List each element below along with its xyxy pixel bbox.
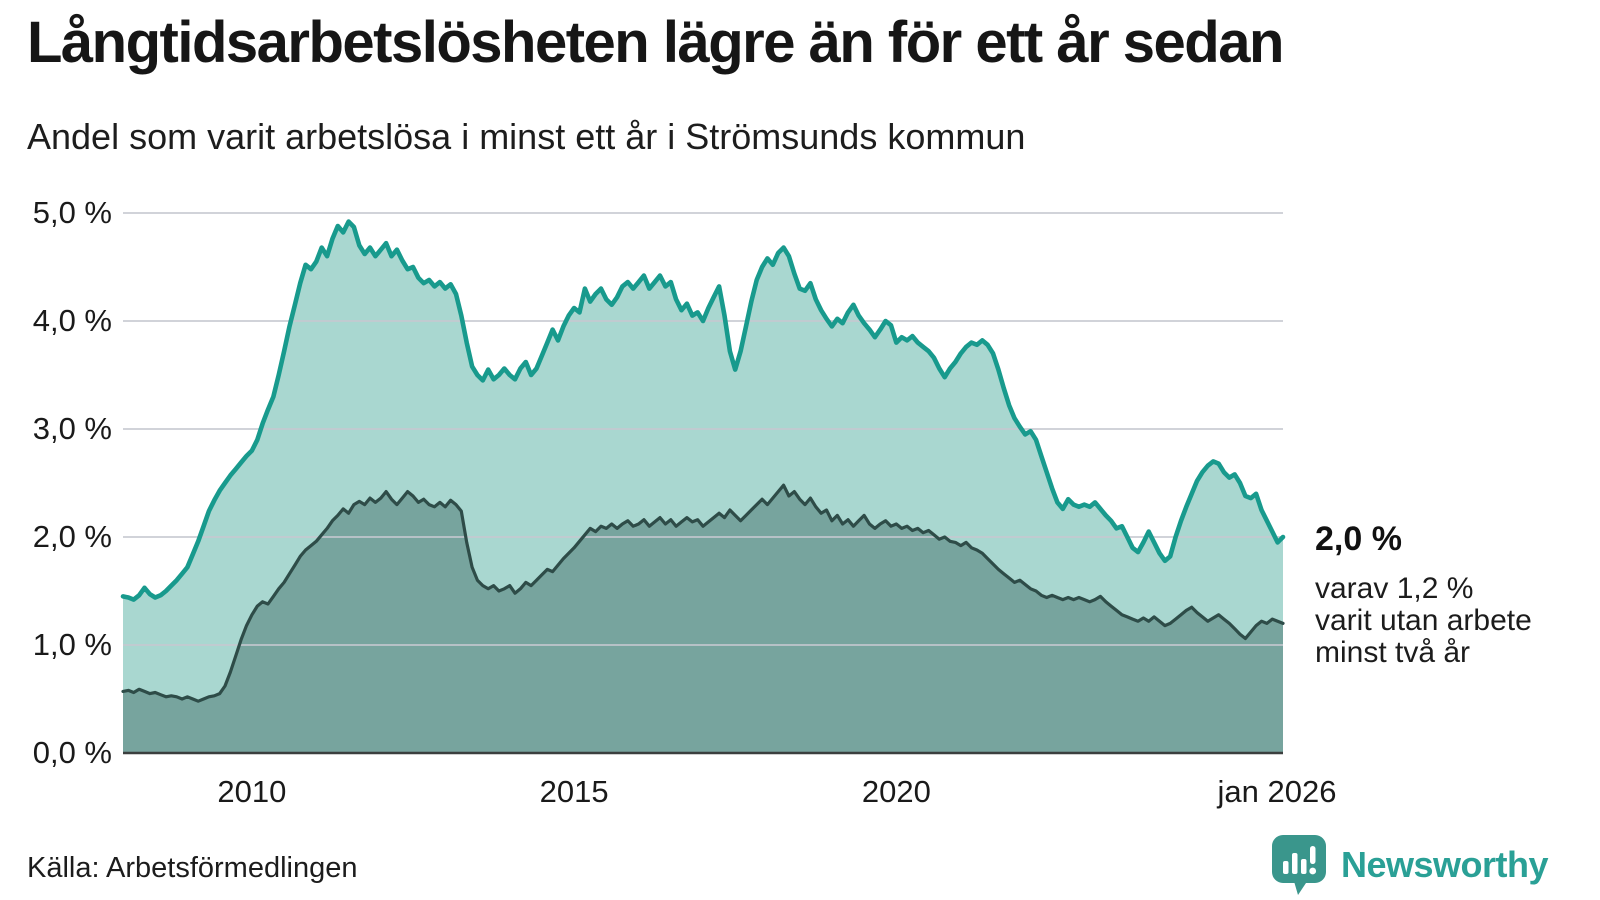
y-axis-label: 1,0 % xyxy=(32,627,112,662)
end-value-1yr: 2,0 % xyxy=(1315,520,1402,558)
y-axis-label: 4,0 % xyxy=(32,303,112,338)
annotation-line: minst två år xyxy=(1315,636,1471,669)
y-axis-label: 3,0 % xyxy=(32,411,112,446)
x-axis-label: jan 2026 xyxy=(1217,774,1337,809)
gridlines xyxy=(123,212,1283,646)
area-fill-unemployed-2yr xyxy=(123,485,1283,753)
page-title: Långtidsarbetslösheten lägre än för ett … xyxy=(27,10,1284,75)
newsworthy-logo: Newsworthy xyxy=(1271,834,1549,896)
bar-chart-speech-bubble-icon xyxy=(1271,835,1326,895)
y-axis-label: 5,0 % xyxy=(32,195,112,230)
annotation-line: varit utan arbete xyxy=(1315,604,1532,637)
end-value-annotation: 2,0 % varav 1,2 % varit utan arbete mins… xyxy=(1315,520,1585,669)
x-axis-label: 2010 xyxy=(217,774,287,809)
newsworthy-wordmark: Newsworthy xyxy=(1340,844,1549,885)
series-line-unemployed-1yr xyxy=(120,219,1286,602)
chart-subtitle: Andel som varit arbetslösa i minst ett å… xyxy=(27,116,1026,157)
annotation-line: varav 1,2 % xyxy=(1315,572,1474,605)
end-value-2yr-note: varav 1,2 % varit utan arbete minst två … xyxy=(1315,573,1585,669)
series-line-unemployed-2yr xyxy=(121,483,1285,703)
y-axis-label: 0,0 % xyxy=(32,735,112,770)
y-axis-label: 2,0 % xyxy=(32,519,112,554)
source-credit: Källa: Arbetsförmedlingen xyxy=(27,852,358,884)
x-axis-label: 2015 xyxy=(539,774,609,809)
x-axis-label: 2020 xyxy=(861,774,931,809)
